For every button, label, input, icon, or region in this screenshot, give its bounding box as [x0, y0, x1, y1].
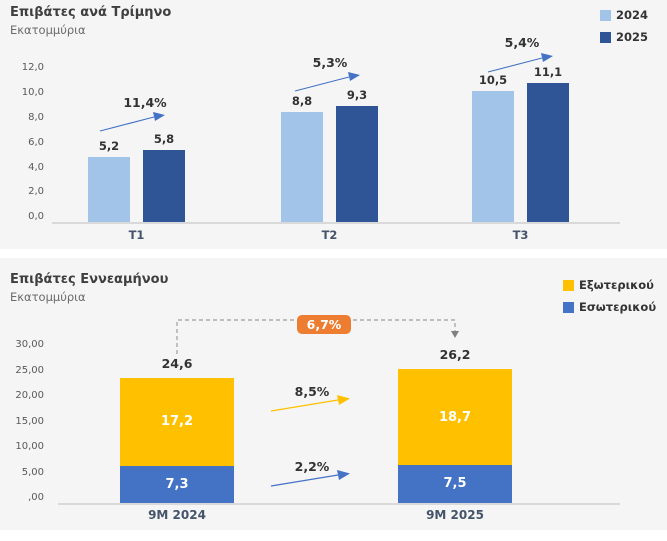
bar-2024-t3: 10,5 [472, 72, 514, 222]
growth-arrow-t2-icon [294, 72, 360, 92]
category-label-t3: T3 [512, 228, 529, 242]
bar-2025-t1: 5,8 [143, 72, 185, 222]
bar-rect [281, 112, 323, 222]
growth-arrow-t1-icon [99, 112, 165, 132]
growth-arrow-t3-icon [487, 53, 553, 73]
segment-external-9m2024: 17,2 [120, 378, 234, 466]
bar-rect [527, 83, 569, 222]
external-growth-label: 8,5% [294, 384, 330, 399]
bar-group-t1: 5,2 5,8 [88, 72, 185, 222]
legend-label-2025: 2025 [616, 30, 649, 44]
legend-swatch-2025 [600, 31, 611, 43]
bar-group-t3: 10,5 11,1 [472, 65, 569, 222]
bar-2024-t2: 8,8 [281, 72, 323, 222]
y-tick: 10,0 [21, 87, 44, 98]
y-tick: 2,0 [28, 186, 44, 197]
y-tick: 30,00 [15, 339, 44, 350]
legend-item-2025: 2025 [600, 30, 648, 44]
legend-item-external: Εξωτερικού [563, 278, 656, 292]
bar-value-label: 5,2 [98, 139, 120, 153]
legend-swatch-domestic [563, 301, 574, 313]
stacked-bar-9m2024: 24,6 17,2 7,3 [120, 350, 234, 503]
y-tick: 15,00 [15, 415, 44, 427]
category-label-9m2024: 9M 2024 [148, 508, 206, 522]
domestic-growth-label: 2,2% [294, 459, 330, 474]
y-tick: 0,0 [28, 211, 44, 222]
legend-label-2024: 2024 [616, 8, 649, 22]
ninemonth-legend: Εξωτερικού Εσωτερικού [563, 278, 656, 322]
quarterly-chart-panel: Επιβάτες ανά Τρίμηνο Εκατομμύρια 2024 20… [0, 0, 667, 249]
y-tick: 6,0 [28, 137, 44, 148]
ninemonth-chart-title: Επιβάτες Εννεαμήνου [10, 272, 169, 287]
growth-label-t2: 5,3% [312, 55, 348, 70]
bar-rect [143, 149, 185, 222]
bar-rect [472, 90, 514, 222]
x-axis-line [52, 222, 620, 224]
total-growth-badge: 6,7% [297, 315, 351, 334]
segment-domestic-9m2024: 7,3 [120, 465, 234, 503]
y-tick: 25,00 [15, 364, 44, 376]
total-label-9m2025: 26,2 [439, 347, 471, 363]
quarterly-chart-subtitle: Εκατομμύρια [10, 23, 86, 37]
domestic-growth-arrow-icon [270, 470, 350, 487]
y-tick: 4,0 [28, 162, 44, 173]
bar-rect [88, 157, 130, 222]
quarterly-chart-title: Επιβάτες ανά Τρίμηνο [10, 5, 172, 20]
legend-swatch-external [563, 279, 574, 291]
growth-label-t1: 11,4% [123, 95, 167, 110]
bar-rect [336, 105, 378, 222]
y-tick: 5,00 [21, 466, 44, 478]
growth-label-t3: 5,4% [504, 35, 540, 50]
legend-label-external: Εξωτερικού [579, 278, 654, 292]
segment-domestic-9m2025: 7,5 [398, 464, 512, 503]
bar-value-label: 10,5 [478, 72, 508, 87]
external-growth-arrow-icon [270, 395, 350, 412]
y-tick: 8,0 [28, 112, 44, 123]
total-growth-connector-icon [176, 319, 459, 354]
bar-2025-t3: 11,1 [527, 65, 569, 222]
quarterly-legend: 2024 2025 [600, 8, 648, 52]
y-tick: 12,0 [21, 62, 44, 73]
y-tick: 20,00 [15, 390, 44, 401]
category-label-t2: T2 [321, 228, 338, 242]
category-label-t1: T1 [128, 228, 145, 242]
bar-group-t2: 8,8 9,3 [281, 72, 378, 222]
category-label-9m2025: 9M 2025 [426, 508, 484, 522]
bar-2025-t2: 9,3 [336, 72, 378, 222]
y-tick: 10,00 [15, 441, 44, 452]
bar-value-label: 9,3 [346, 87, 368, 102]
ninemonth-chart-panel: Επιβάτες Εννεαμήνου Εκατομμύρια Εξωτερικ… [0, 258, 667, 530]
segment-external-9m2025: 18,7 [398, 369, 512, 465]
x-axis-line [58, 503, 620, 505]
legend-label-domestic: Εσωτερικού [579, 300, 657, 314]
bar-value-label: 5,8 [153, 131, 175, 146]
bar-2024-t1: 5,2 [88, 72, 130, 222]
legend-item-2024: 2024 [600, 8, 648, 22]
y-tick: ,00 [28, 492, 44, 503]
total-label-9m2024: 24,6 [161, 355, 193, 371]
stacked-bar-9m2025: 26,2 18,7 7,5 [398, 347, 512, 503]
legend-item-domestic: Εσωτερικού [563, 300, 656, 314]
bar-value-label: 11,1 [533, 65, 563, 80]
bar-value-label: 8,8 [291, 94, 313, 108]
ninemonth-chart-subtitle: Εκατομμύρια [10, 290, 86, 304]
legend-swatch-2024 [600, 9, 611, 21]
